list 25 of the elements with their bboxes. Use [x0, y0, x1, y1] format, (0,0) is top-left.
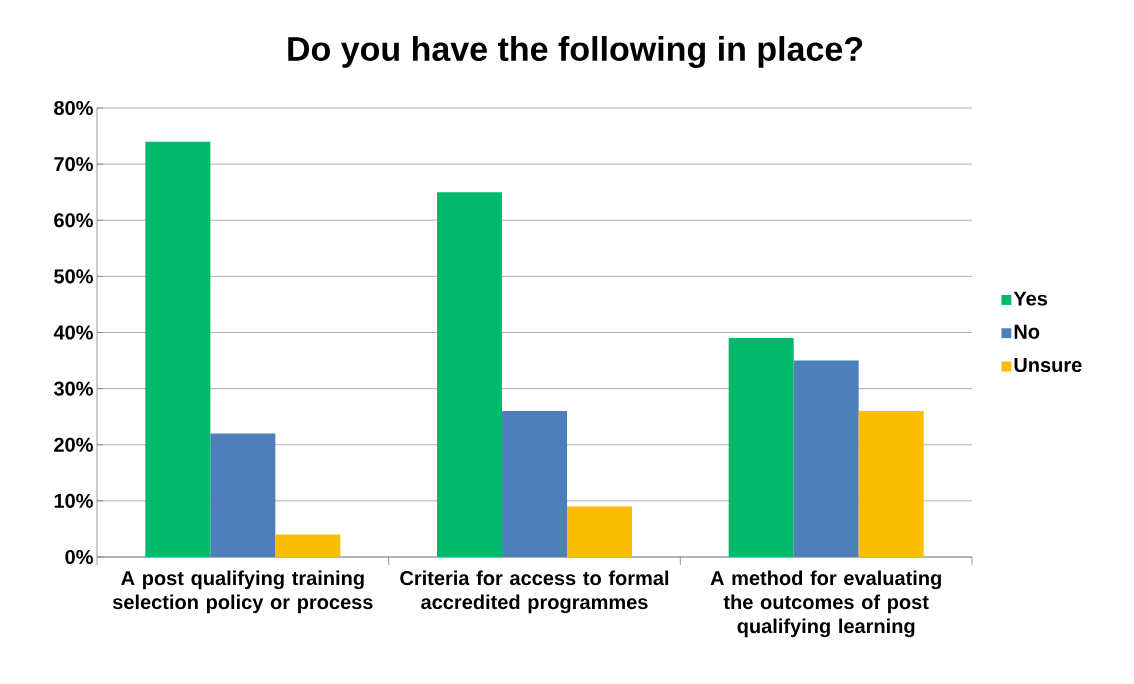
- bar: [502, 411, 568, 557]
- bar: [858, 411, 924, 557]
- legend-label: No: [1014, 324, 1040, 339]
- bar: [567, 506, 633, 557]
- y-tick-label: 60%: [54, 213, 93, 228]
- chart-title: Do you have the following in place?: [288, 36, 863, 68]
- bar: [275, 534, 341, 557]
- legend-label: Unsure: [1014, 358, 1082, 373]
- x-tick-label: A post qualifying training selection policy or process: [112, 570, 373, 614]
- bar: [437, 192, 503, 557]
- bar: [728, 338, 794, 557]
- bar: [145, 141, 211, 557]
- legend-label: Yes: [1013, 291, 1048, 306]
- bar: [210, 433, 276, 557]
- y-tick-label: 20%: [54, 437, 93, 452]
- y-tick-label: 50%: [54, 269, 93, 284]
- x-tick-label: A method for evaluating the outcomes of post qualifying learning: [710, 570, 941, 638]
- y-tick-label: 0%: [65, 549, 93, 565]
- x-tick-label: Criteria for access to formal accredited programmes: [400, 570, 669, 614]
- y-tick-label: 70%: [54, 157, 93, 172]
- y-tick-label: 30%: [53, 381, 93, 396]
- y-tick-label: 80%: [54, 100, 93, 116]
- y-tick-label: 40%: [53, 325, 93, 340]
- bar: [793, 360, 859, 557]
- y-tick-label: 10%: [54, 493, 93, 508]
